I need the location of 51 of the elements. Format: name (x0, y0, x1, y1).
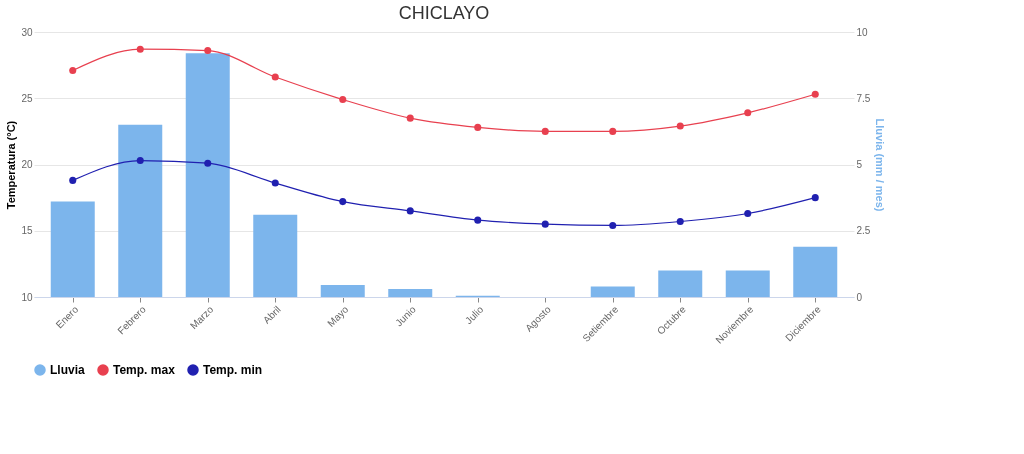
y-tick-label: 10 (21, 291, 33, 303)
point (406, 207, 414, 215)
y2-tick-label: 5 (856, 159, 863, 170)
bar (253, 214, 298, 297)
point (676, 217, 684, 225)
point (69, 66, 77, 74)
bar (185, 53, 230, 297)
point (271, 179, 279, 187)
y2-axis-title: Lluvia (mm / mes) (874, 118, 887, 212)
bar (793, 246, 838, 297)
point (204, 47, 212, 55)
point (811, 90, 819, 98)
point (406, 114, 414, 122)
bar (590, 286, 635, 297)
y-tick-label: 20 (21, 159, 33, 170)
point (69, 176, 77, 184)
point (474, 216, 482, 224)
point (541, 220, 549, 228)
point (609, 127, 617, 135)
point (811, 194, 819, 202)
y2-tick-label: 10 (856, 26, 869, 38)
point (609, 221, 617, 229)
y-tick-label: 15 (21, 225, 33, 237)
y-tick-label: 25 (21, 92, 33, 104)
point (339, 96, 347, 104)
legend-label: Lluvia (50, 363, 85, 377)
point (204, 159, 212, 167)
bar (118, 124, 163, 297)
bar (725, 270, 770, 297)
point (136, 157, 144, 165)
point (271, 73, 279, 81)
bar (658, 270, 703, 297)
point (339, 198, 347, 206)
legend-label: Temp. min (203, 363, 263, 377)
bar (50, 201, 95, 297)
chart-title: CHICLAYO (398, 3, 490, 23)
point (744, 210, 752, 218)
y-tick-label: 30 (21, 26, 33, 38)
y2-tick-label: 2.5 (856, 225, 871, 237)
bar (320, 285, 365, 297)
x-tick-label: Julio (462, 303, 486, 327)
point (744, 109, 752, 117)
y-axis-title: Temperatura (°C) (5, 120, 18, 210)
point (541, 127, 549, 135)
y2-tick-label: 0 (856, 291, 863, 303)
point (474, 123, 482, 131)
y2-tick-label: 7.5 (856, 92, 871, 104)
legend-label: Temp. max (113, 363, 176, 377)
point (676, 122, 684, 130)
point (136, 45, 144, 53)
bar (388, 289, 433, 297)
